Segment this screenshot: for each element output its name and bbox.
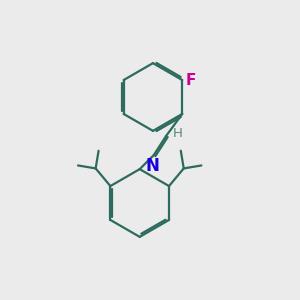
Text: N: N	[145, 157, 159, 175]
Text: H: H	[172, 127, 182, 140]
Text: F: F	[186, 73, 196, 88]
